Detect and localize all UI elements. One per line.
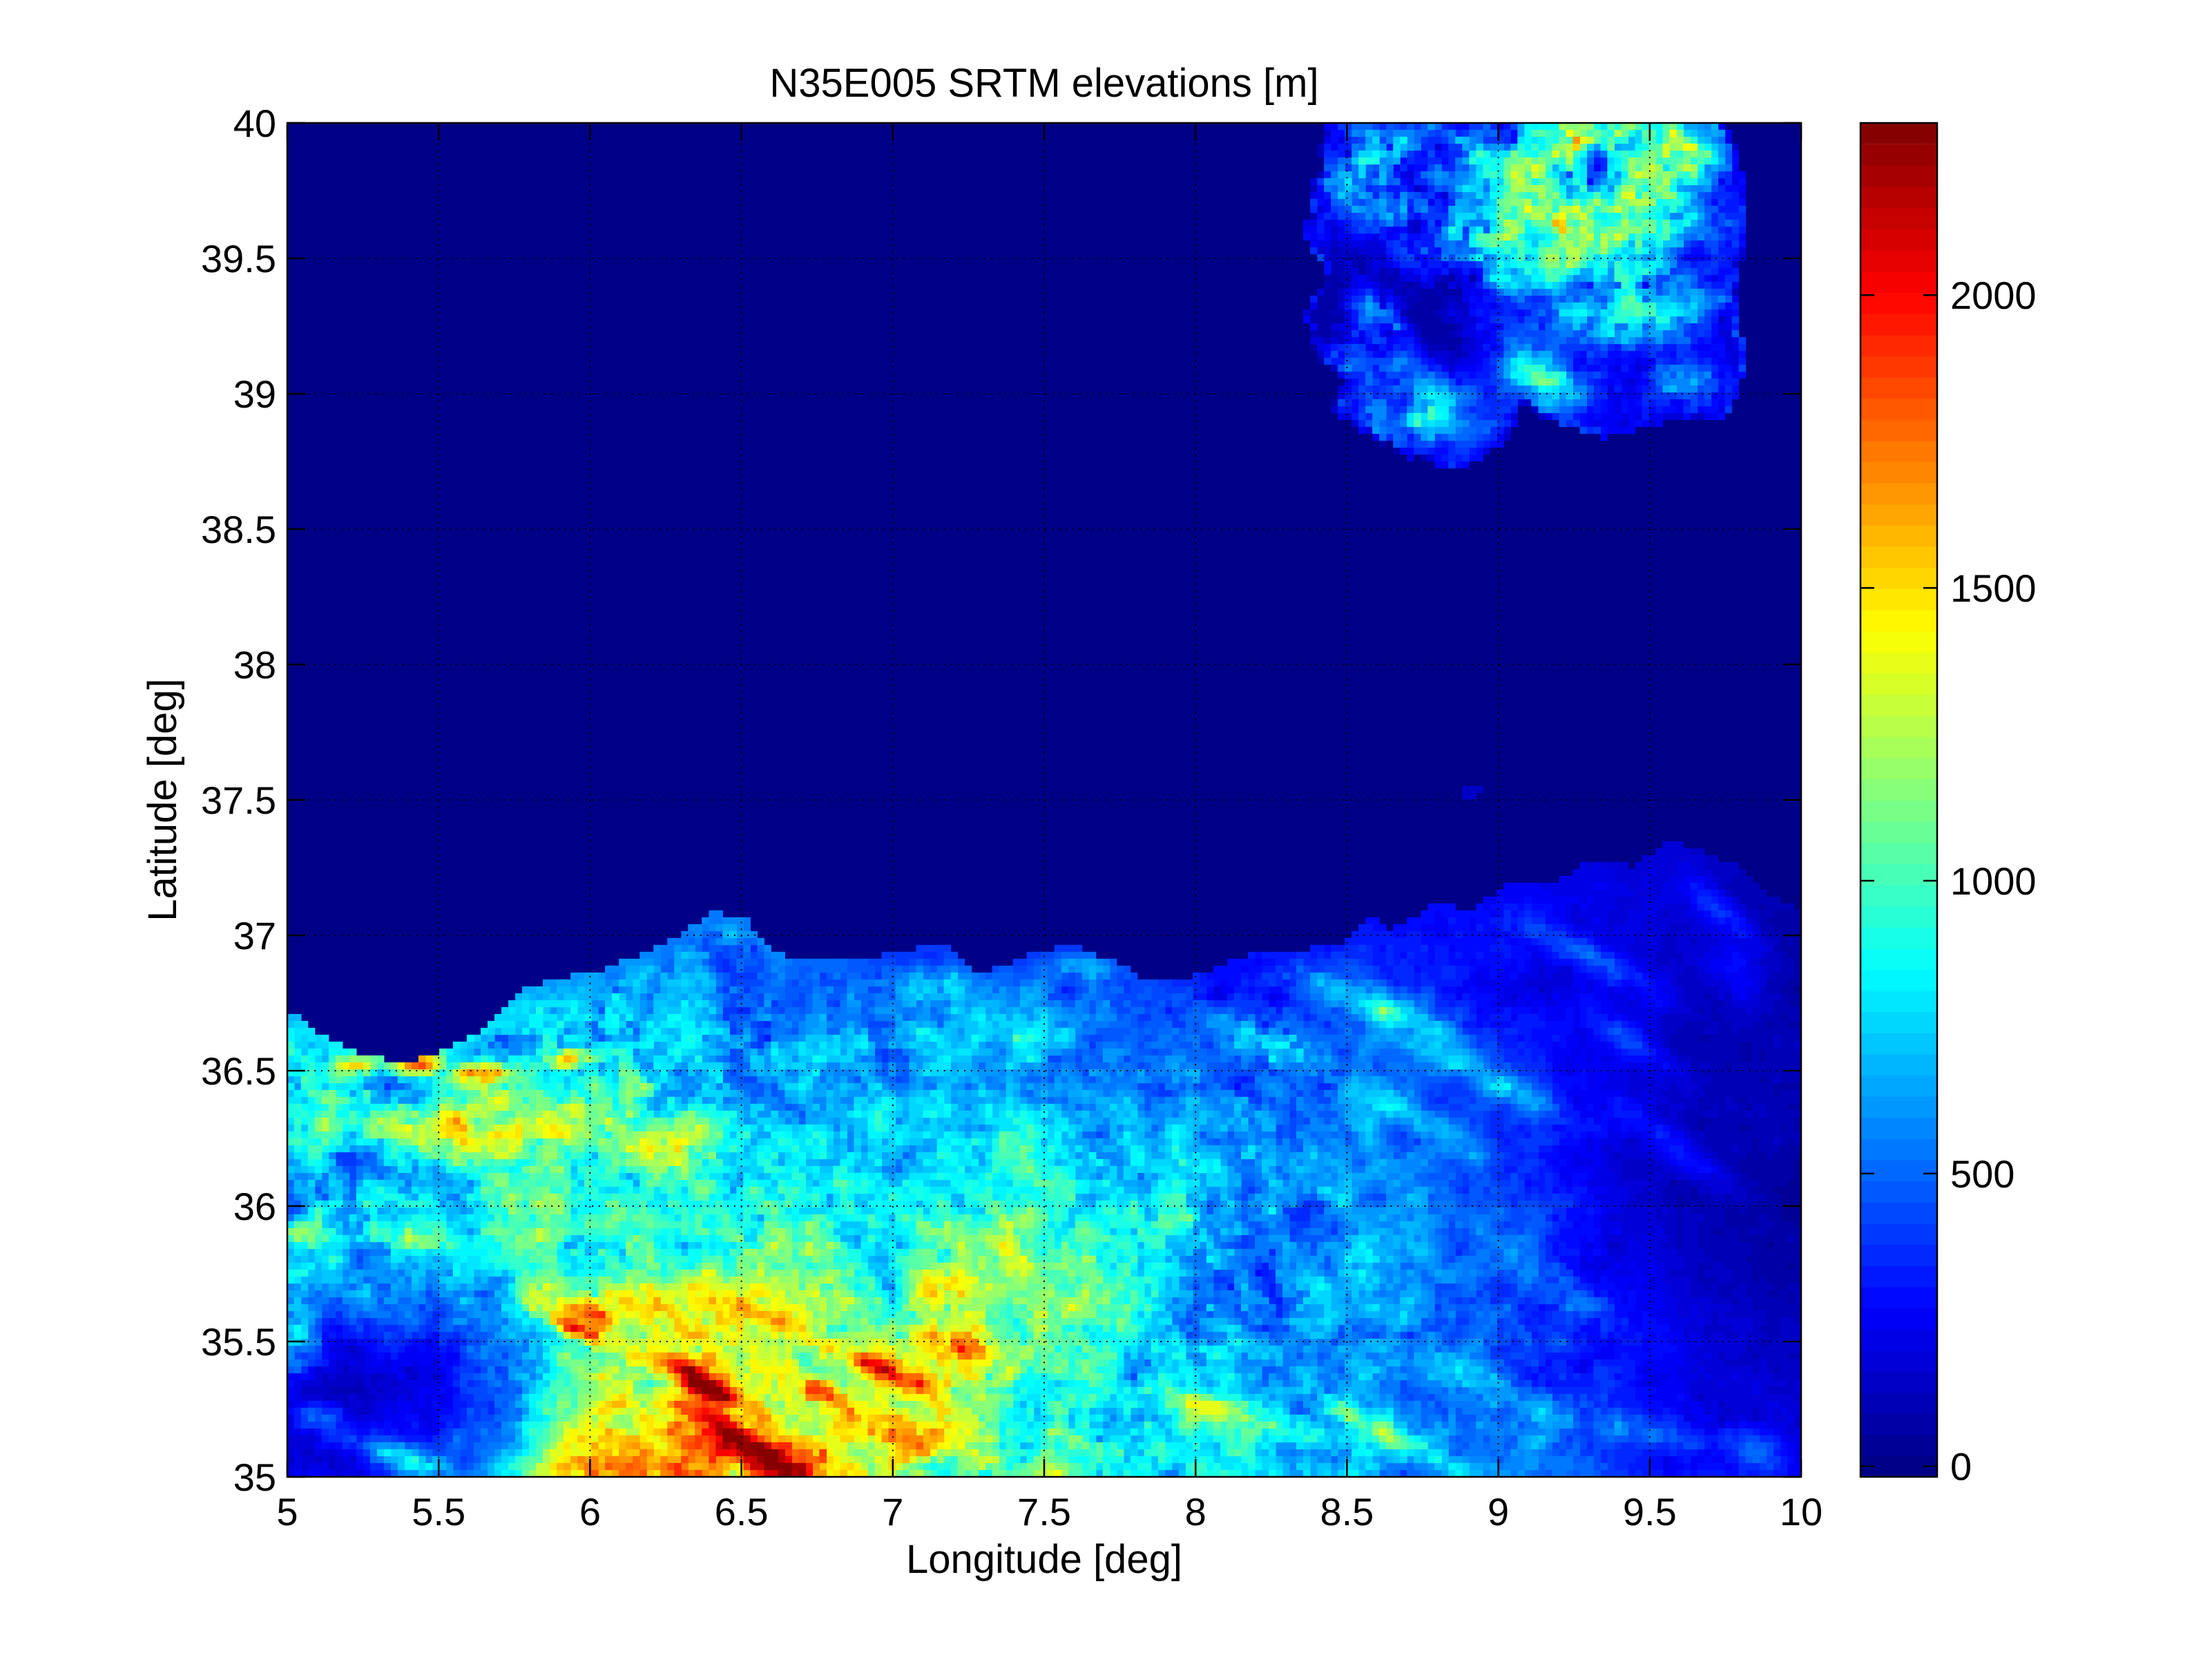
svg-text:7: 7 <box>882 1490 903 1534</box>
svg-text:5: 5 <box>276 1490 298 1534</box>
svg-text:36.5: 36.5 <box>201 1049 276 1093</box>
svg-text:10: 10 <box>1780 1490 1823 1534</box>
svg-text:1500: 1500 <box>1950 566 2037 610</box>
svg-text:8: 8 <box>1185 1490 1206 1534</box>
svg-text:38: 38 <box>233 643 276 687</box>
svg-text:6: 6 <box>579 1490 601 1534</box>
svg-text:6.5: 6.5 <box>715 1490 769 1534</box>
svg-text:0: 0 <box>1950 1445 1972 1489</box>
svg-text:9.5: 9.5 <box>1623 1490 1677 1534</box>
svg-text:Latitude [deg]: Latitude [deg] <box>140 678 185 921</box>
svg-text:7.5: 7.5 <box>1017 1490 1071 1534</box>
svg-text:40: 40 <box>233 102 276 145</box>
svg-text:38.5: 38.5 <box>201 508 276 551</box>
svg-text:37.5: 37.5 <box>201 779 276 822</box>
svg-text:39: 39 <box>233 372 276 416</box>
svg-text:500: 500 <box>1950 1152 2014 1196</box>
svg-text:N35E005 SRTM elevations [m]: N35E005 SRTM elevations [m] <box>769 61 1318 106</box>
svg-text:35.5: 35.5 <box>201 1320 276 1364</box>
svg-text:1000: 1000 <box>1950 859 2037 903</box>
svg-text:36: 36 <box>233 1185 276 1228</box>
svg-text:37: 37 <box>233 914 276 957</box>
svg-text:8.5: 8.5 <box>1320 1490 1374 1534</box>
svg-text:2000: 2000 <box>1950 274 2037 317</box>
svg-text:Longitude [deg]: Longitude [deg] <box>906 1537 1182 1582</box>
svg-text:39.5: 39.5 <box>201 237 276 280</box>
svg-text:35: 35 <box>233 1455 276 1499</box>
svg-text:9: 9 <box>1488 1490 1509 1534</box>
svg-text:5.5: 5.5 <box>412 1490 465 1534</box>
